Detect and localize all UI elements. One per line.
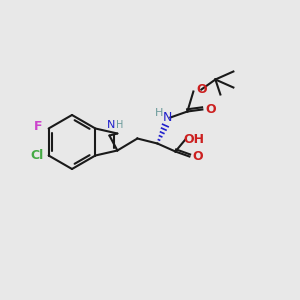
- Text: N: N: [107, 121, 116, 130]
- Text: O: O: [196, 83, 207, 96]
- Text: H: H: [116, 121, 123, 130]
- Text: F: F: [34, 120, 43, 133]
- Text: OH: OH: [183, 133, 204, 146]
- Text: N: N: [163, 111, 172, 124]
- Text: O: O: [192, 150, 203, 163]
- Text: Cl: Cl: [30, 149, 43, 162]
- Text: O: O: [205, 103, 216, 116]
- Text: H: H: [155, 109, 164, 118]
